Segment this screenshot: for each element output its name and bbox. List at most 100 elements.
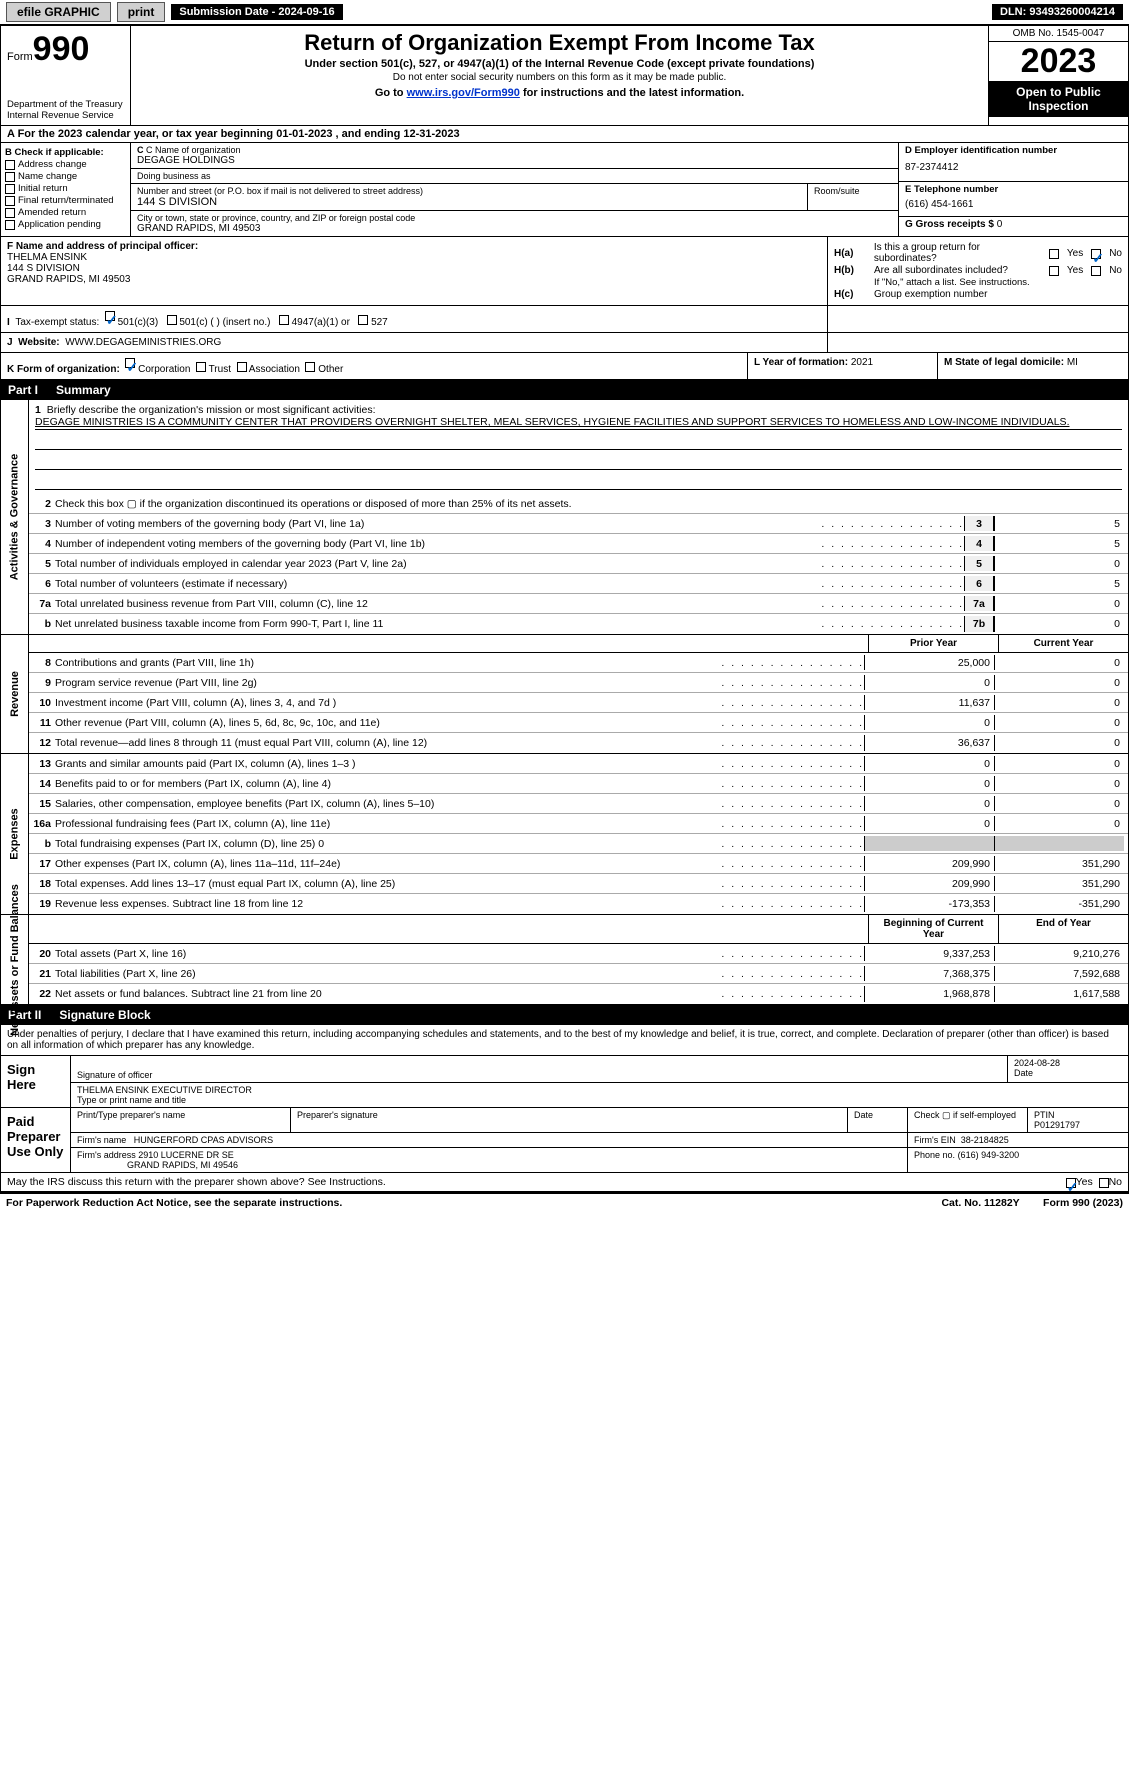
col-c: C C Name of organization DEGAGE HOLDINGS… [131, 143, 898, 236]
org-name: DEGAGE HOLDINGS [137, 155, 892, 166]
current-val: 0 [994, 776, 1124, 791]
line-desc: Other revenue (Part VIII, column (A), li… [55, 717, 721, 729]
hdr-current: Current Year [998, 635, 1128, 652]
assoc-cb[interactable] [237, 362, 247, 372]
line-val: 0 [994, 596, 1124, 611]
prior-val: 11,637 [864, 695, 994, 710]
firm-addr-lbl: Firm's address [77, 1150, 136, 1160]
form-number: 990 [33, 30, 90, 68]
ptin: P01291797 [1034, 1120, 1080, 1130]
discuss-no-cb[interactable] [1099, 1178, 1109, 1188]
ha-no-cb[interactable]: ✓ [1091, 249, 1101, 259]
prior-val: 209,990 [864, 856, 994, 871]
colb-item: Initial return [18, 183, 68, 194]
line-desc: Number of voting members of the governin… [55, 518, 821, 530]
other-cb[interactable] [305, 362, 315, 372]
dba-lbl: Doing business as [137, 171, 892, 181]
hdr-beg: Beginning of Current Year [868, 915, 998, 943]
current-val: 0 [994, 796, 1124, 811]
print-btn[interactable]: print [117, 2, 166, 22]
colb-cb[interactable] [5, 160, 15, 170]
side-net: Net Assets or Fund Balances [1, 915, 29, 1004]
prior-val [864, 836, 994, 851]
irs-link[interactable]: www.irs.gov/Form990 [407, 87, 520, 99]
line-box: 7b [964, 616, 994, 632]
c3-cb[interactable]: ✓ [105, 311, 115, 321]
efile-btn[interactable]: efile GRAPHIC [6, 2, 111, 22]
prior-val: 1,968,878 [864, 986, 994, 1002]
hc-text: Group exemption number [874, 289, 987, 300]
footer-left: For Paperwork Reduction Act Notice, see … [6, 1197, 342, 1209]
line-desc: Contributions and grants (Part VIII, lin… [55, 657, 721, 669]
sign-here: Sign Here [1, 1056, 71, 1107]
line-val: 5 [994, 516, 1124, 531]
line-box: 7a [964, 596, 994, 611]
line-desc: Professional fundraising fees (Part IX, … [55, 818, 721, 830]
4947-cb[interactable] [279, 315, 289, 325]
omb: OMB No. 1545-0047 [989, 26, 1128, 42]
row-i: I Tax-exempt status: ✓ 501(c)(3) 501(c) … [0, 306, 1129, 333]
mission-lbl: Briefly describe the organization's miss… [47, 404, 376, 416]
current-val: 0 [994, 715, 1124, 730]
form-subtitle: Under section 501(c), 527, or 4947(a)(1)… [137, 58, 982, 70]
domicile-lbl: M State of legal domicile: [944, 357, 1064, 368]
year-form: 2021 [851, 357, 873, 368]
submission-label: Submission Date [179, 6, 268, 18]
hb-yes-cb[interactable] [1049, 266, 1059, 276]
prior-val: 9,337,253 [864, 946, 994, 961]
prior-val: 0 [864, 675, 994, 690]
line-desc: Program service revenue (Part VIII, line… [55, 677, 721, 689]
self-emp-lbl: Check ▢ if self-employed [914, 1110, 1016, 1120]
line-box: 3 [964, 516, 994, 531]
hdr-end: End of Year [998, 915, 1128, 943]
firm-addr2: GRAND RAPIDS, MI 49546 [127, 1160, 238, 1170]
sig-date: 2024-08-28 [1014, 1058, 1122, 1068]
prior-val: 0 [864, 816, 994, 831]
colb-cb[interactable] [5, 220, 15, 230]
dln: DLN: 93493260004214 [992, 4, 1123, 20]
side-gov: Activities & Governance [1, 400, 29, 634]
colb-item: Final return/terminated [18, 195, 114, 206]
officer-street: 144 S DIVISION [7, 263, 80, 274]
discuss-yes-cb[interactable]: ✓ [1066, 1178, 1076, 1188]
type-lbl: Type or print name and title [77, 1095, 186, 1105]
prior-val: 0 [864, 715, 994, 730]
dept: Department of the Treasury Internal Reve… [7, 99, 124, 121]
part2-header: Part II Signature Block [0, 1005, 1129, 1025]
sign-here-block: Sign Here Signature of officer 2024-08-2… [0, 1056, 1129, 1108]
sig-officer-lbl: Signature of officer [77, 1070, 152, 1080]
form-org-lbl: K Form of organization: [7, 364, 120, 375]
line-val: 0 [994, 556, 1124, 571]
ein-lbl: D Employer identification number [905, 145, 1122, 156]
prior-val: 25,000 [864, 655, 994, 670]
firm-ein: 38-2184825 [961, 1135, 1009, 1145]
corp-cb[interactable]: ✓ [125, 358, 135, 368]
current-val: 7,592,688 [994, 966, 1124, 981]
colb-item: Name change [18, 171, 77, 182]
colb-cb[interactable] [5, 172, 15, 182]
date-lbl: Date [1014, 1068, 1033, 1078]
colb-item: Amended return [18, 207, 86, 218]
cins-cb[interactable] [167, 315, 177, 325]
line-box: 5 [964, 556, 994, 571]
line-desc: Total assets (Part X, line 16) [55, 948, 721, 960]
527-cb[interactable] [358, 315, 368, 325]
trust-cb[interactable] [196, 362, 206, 372]
period-begin: 01-01-2023 [276, 128, 332, 140]
hb-no-cb[interactable] [1091, 266, 1101, 276]
prior-val: 7,368,375 [864, 966, 994, 981]
colb-cb[interactable] [5, 184, 15, 194]
website: WWW.DEGAGEMINISTRIES.ORG [65, 337, 221, 348]
line-desc: Total number of volunteers (estimate if … [55, 578, 821, 590]
colb-cb[interactable] [5, 196, 15, 206]
ha-yes-cb[interactable] [1049, 249, 1059, 259]
paid-preparer-block: Paid Preparer Use Only Print/Type prepar… [0, 1108, 1129, 1173]
officer-lbl: F Name and address of principal officer: [7, 241, 198, 252]
col-f: F Name and address of principal officer:… [1, 237, 828, 305]
firm-phone: (616) 949-3200 [958, 1150, 1020, 1160]
summary: Activities & Governance 1 Briefly descri… [0, 400, 1129, 1005]
line-val: 5 [994, 536, 1124, 551]
year-form-lbl: L Year of formation: [754, 357, 848, 368]
current-val: 1,617,588 [994, 986, 1124, 1002]
colb-cb[interactable] [5, 208, 15, 218]
